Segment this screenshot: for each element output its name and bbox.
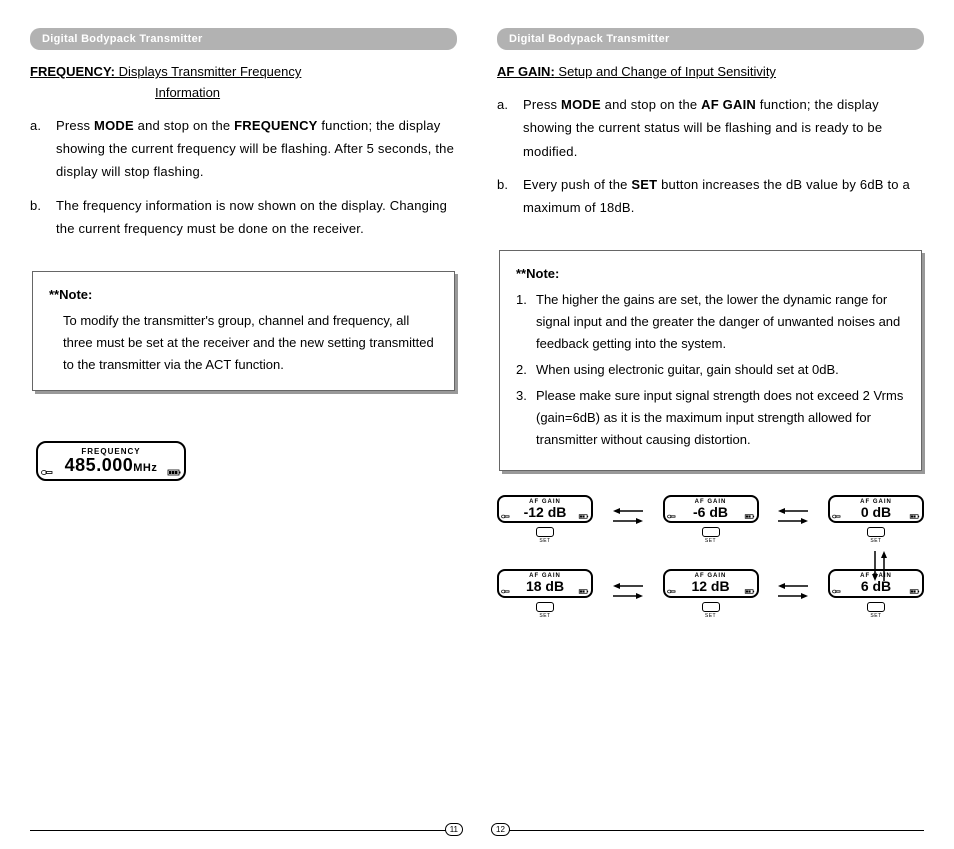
gain-cell: AF GAIN 6 dB — [828, 569, 924, 612]
title-rest-1: Displays Transmitter Frequency — [115, 64, 301, 79]
note-body: To modify the transmitter's group, chann… — [49, 310, 438, 376]
header-bar-left: Digital Bodypack Transmitter — [30, 28, 457, 50]
page-number: 12 — [491, 823, 510, 836]
gain-cell: AF GAIN 12 dB — [663, 569, 759, 612]
marker: b. — [30, 194, 56, 241]
item-text: Press MODE and stop on the AF GAIN funct… — [523, 93, 924, 163]
set-button-icon — [702, 602, 720, 612]
item-text: Press MODE and stop on the FREQUENCY fun… — [56, 114, 457, 184]
arrow-bidir-icon — [778, 507, 808, 525]
mic-icon — [501, 514, 510, 519]
frequency-section-title: FREQUENCY: Displays Transmitter Frequenc… — [30, 62, 457, 104]
battery-icon — [909, 589, 920, 594]
marker: a. — [30, 114, 56, 184]
note-item: 3.Please make sure input signal strength… — [516, 385, 905, 451]
page-footer-left: 11 — [30, 830, 457, 831]
battery-icon — [578, 514, 589, 519]
battery-icon — [909, 514, 920, 519]
title-rest: Setup and Change of Input Sensitivity — [555, 64, 776, 79]
title-rest-2: Information — [30, 85, 220, 100]
battery-icon — [744, 514, 755, 519]
arrow-bidir-icon — [613, 582, 643, 600]
gain-lcd: AF GAIN 6 dB — [828, 569, 924, 598]
title-bold: FREQUENCY: — [30, 64, 115, 79]
gain-lcd: AF GAIN -6 dB — [663, 495, 759, 524]
frequency-lcd: FREQUENCY 485.000MHz — [36, 441, 186, 481]
set-button-icon — [536, 602, 554, 612]
gain-lcd: AF GAIN 12 dB — [663, 569, 759, 598]
page-footer-right: 12 — [497, 830, 924, 831]
note-box-left: **Note: To modify the transmitter's grou… — [32, 271, 455, 391]
set-button-icon — [867, 602, 885, 612]
battery-icon — [167, 469, 181, 476]
lcd-value: 485.000MHz — [46, 456, 176, 476]
marker: a. — [497, 93, 523, 163]
frequency-steps: a. Press MODE and stop on the FREQUENCY … — [30, 114, 457, 251]
mic-icon — [832, 514, 841, 519]
note-item: 1.The higher the gains are set, the lowe… — [516, 289, 905, 355]
page-number: 11 — [445, 823, 463, 836]
item-text: The frequency information is now shown o… — [56, 194, 457, 241]
gain-diagram: AF GAIN -12 dB AF GAIN -6 dB — [497, 495, 924, 675]
set-button-icon — [867, 527, 885, 537]
item-text: Every push of the SET button increases t… — [523, 173, 924, 220]
gain-row-1: AF GAIN -12 dB AF GAIN -6 dB — [497, 495, 924, 538]
set-button-icon — [702, 527, 720, 537]
mic-icon — [667, 589, 676, 594]
list-item: a. Press MODE and stop on the AF GAIN fu… — [497, 93, 924, 163]
arrow-bidir-icon — [778, 582, 808, 600]
set-button-icon — [536, 527, 554, 537]
mic-icon — [832, 589, 841, 594]
note-list: 1.The higher the gains are set, the lowe… — [516, 289, 905, 452]
gain-cell: AF GAIN -6 dB — [663, 495, 759, 538]
gain-cell: AF GAIN -12 dB — [497, 495, 593, 538]
afgain-steps: a. Press MODE and stop on the AF GAIN fu… — [497, 93, 924, 230]
battery-icon — [578, 589, 589, 594]
mic-icon — [667, 514, 676, 519]
arrow-bidir-icon — [613, 507, 643, 525]
gain-lcd: AF GAIN -12 dB — [497, 495, 593, 524]
gain-cell: AF GAIN 0 dB — [828, 495, 924, 538]
note-title: **Note: — [516, 263, 905, 285]
title-bold: AF GAIN: — [497, 64, 555, 79]
mic-icon — [501, 589, 510, 594]
list-item: b. The frequency information is now show… — [30, 194, 457, 241]
afgain-section-title: AF GAIN: Setup and Change of Input Sensi… — [497, 62, 924, 83]
list-item: a. Press MODE and stop on the FREQUENCY … — [30, 114, 457, 184]
header-bar-right: Digital Bodypack Transmitter — [497, 28, 924, 50]
list-item: b. Every push of the SET button increase… — [497, 173, 924, 220]
mic-icon — [41, 469, 53, 476]
battery-icon — [744, 589, 755, 594]
note-box-right: **Note: 1.The higher the gains are set, … — [499, 250, 922, 471]
page-left: Digital Bodypack Transmitter FREQUENCY: … — [30, 28, 457, 829]
note-title: **Note: — [49, 284, 438, 306]
gain-cell: AF GAIN 18 dB — [497, 569, 593, 612]
note-item: 2.When using electronic guitar, gain sho… — [516, 359, 905, 381]
gain-row-2: AF GAIN 18 dB AF GAIN 12 dB — [497, 569, 924, 612]
page-right: Digital Bodypack Transmitter AF GAIN: Se… — [497, 28, 924, 829]
gain-lcd: AF GAIN 18 dB — [497, 569, 593, 598]
gain-lcd: AF GAIN 0 dB — [828, 495, 924, 524]
marker: b. — [497, 173, 523, 220]
